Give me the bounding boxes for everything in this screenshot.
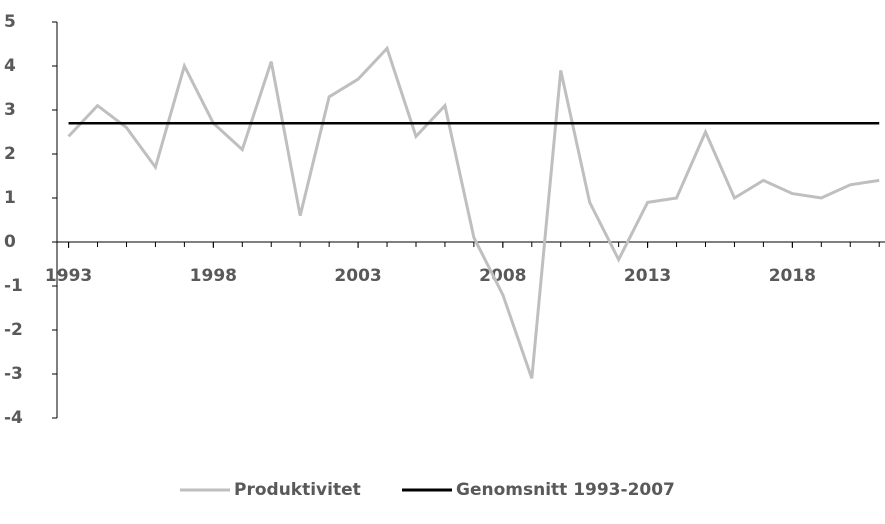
y-tick-label: -4: [4, 408, 23, 428]
y-tick-label: 3: [4, 100, 16, 120]
y-tick-label: -2: [4, 320, 23, 340]
x-tick-label: 1998: [190, 266, 237, 286]
y-tick-label: -1: [4, 276, 23, 296]
series-line: [67, 45, 880, 379]
x-tick-label: 2008: [479, 266, 526, 286]
y-tick-label: 4: [4, 56, 16, 76]
y-tick-label: 2: [4, 144, 16, 164]
x-tick-label: 2018: [769, 266, 816, 286]
x-tick-label: 1993: [45, 266, 92, 286]
legend-label: Genomsnitt 1993-2007: [456, 480, 675, 500]
legend-label: Produktivitet: [234, 480, 361, 500]
y-tick-label: 5: [4, 12, 16, 32]
y-tick-label: -3: [4, 364, 23, 384]
y-tick-label: 0: [4, 232, 16, 252]
x-tick-label: 2013: [624, 266, 671, 286]
x-tick-label: 2003: [334, 266, 381, 286]
y-tick-label: 1: [4, 188, 16, 208]
